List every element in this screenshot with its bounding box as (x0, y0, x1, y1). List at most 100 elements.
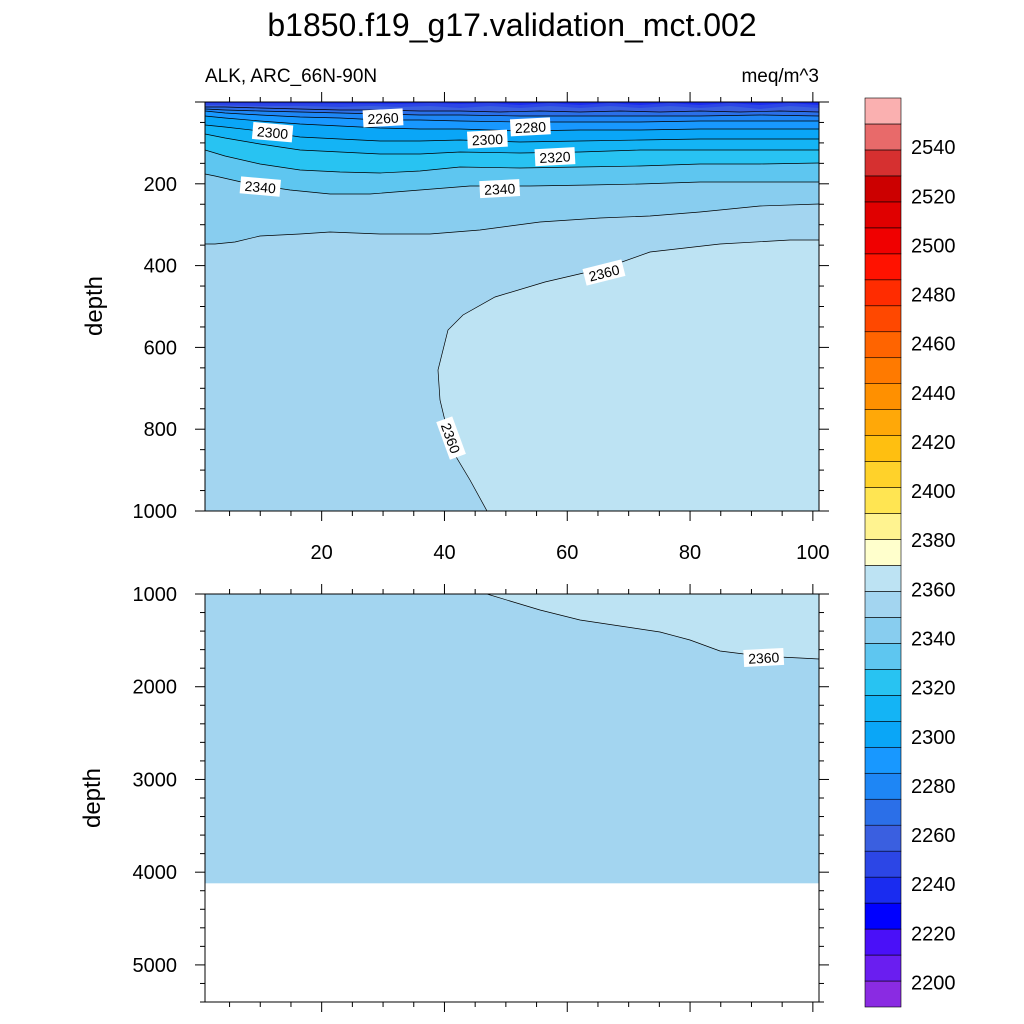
colorbar-swatch (864, 513, 902, 540)
contour-label: 2300 (251, 121, 294, 143)
contour-label: 2360 (743, 647, 785, 668)
colorbar: 2200 2220 2240 2260 2280 2300 2320 2340 2360 2380… (864, 97, 956, 1008)
colorbar-swatch (864, 435, 902, 462)
no-data-region (205, 883, 819, 1002)
colorbar-label: 2520 (911, 186, 956, 208)
colorbar-swatch (864, 928, 902, 956)
colorbar-swatch (864, 175, 902, 203)
y-tick-label: 1000 (133, 501, 178, 523)
colorbar-swatch (864, 772, 902, 800)
colorbar-swatch (864, 746, 902, 774)
x-tick-label: 40 (433, 542, 455, 564)
contour-label: 2280 (509, 117, 551, 137)
upper-axis-ticks: 200 400 600 800 1000 20 40 60 80 100 (133, 92, 830, 564)
colorbar-swatch (864, 461, 902, 488)
chart-title: b1850.f19_g17.validation_mct.002 (267, 7, 756, 43)
colorbar-swatch (864, 383, 902, 410)
contour-label-box (582, 259, 626, 286)
contour-label-box (239, 176, 281, 197)
contour-label-text: 2360 (748, 649, 780, 667)
colorbar-swatch (864, 617, 902, 644)
colorbar-label: 2440 (911, 383, 956, 405)
colorbar-label: 2260 (911, 825, 956, 847)
contour-label-box (509, 117, 551, 137)
colorbar-label: 2240 (911, 874, 956, 896)
colorbar-label: 2320 (911, 678, 956, 700)
colorbar-label: 2400 (911, 481, 956, 503)
x-tick-label: 80 (679, 542, 701, 564)
colorbar-swatch (864, 227, 902, 255)
fill-2240 (205, 102, 819, 105)
colorbar-swatch (864, 97, 902, 125)
colorbar-swatch (864, 331, 902, 359)
contour-label-text: 2300 (471, 131, 503, 149)
x-tick-label: 100 (796, 542, 829, 564)
colorbar-swatch (864, 149, 902, 177)
colorbar-swatch (864, 409, 902, 436)
contour-label-text: 2280 (514, 119, 546, 137)
colorbar-label: 2200 (911, 972, 956, 994)
colorbar-label: 2480 (911, 285, 956, 307)
colorbar-swatch (864, 487, 902, 514)
colorbar-swatch (864, 565, 902, 592)
colorbar-label: 2420 (911, 432, 956, 454)
colorbar-label: 2340 (911, 628, 956, 650)
contour-label-text: 2260 (367, 110, 399, 128)
colorbar-label: 2500 (911, 235, 956, 257)
contour-label-text: 2340 (244, 178, 277, 197)
colorbar-swatch (864, 279, 902, 307)
colorbar-label: 2460 (911, 334, 956, 356)
contour-label: 2260 (362, 108, 404, 128)
colorbar-swatch (864, 695, 902, 722)
colorbar-swatch (864, 824, 902, 852)
y-tick-label: 800 (144, 419, 177, 441)
colorbar-swatch (864, 954, 902, 982)
colorbar-swatch (864, 902, 902, 930)
contour-label-box (436, 416, 466, 460)
colorbar-label: 2380 (911, 530, 956, 552)
x-tick-label: 60 (556, 542, 578, 564)
lower-panel: 2360 1000 2000 3000 4000 5000 depth (79, 584, 829, 1012)
lower-contour-labels: 2360 (743, 647, 785, 668)
left-subtitle: ALK, ARC_66N-90N (205, 66, 377, 87)
contour-label: 2340 (239, 176, 281, 197)
colorbar-swatch (864, 721, 902, 748)
lower-y-axis-label: depth (79, 768, 106, 828)
colorbar-label: 2280 (911, 776, 956, 798)
units-subtitle: meq/m^3 (741, 66, 819, 87)
colorbar-label: 2220 (911, 923, 956, 945)
colorbar-swatch (864, 201, 902, 229)
fill-2360 (438, 240, 819, 511)
colorbar-swatch (864, 539, 902, 566)
contour-label: 2360 (582, 259, 626, 286)
colorbar-swatch (864, 980, 902, 1008)
fill-2360-lower (487, 594, 819, 659)
colorbar-swatch (864, 123, 902, 151)
lower-axis-ticks: 1000 2000 3000 4000 5000 (133, 584, 829, 1012)
contour-label-text: 2300 (256, 123, 289, 142)
x-tick-label: 20 (311, 542, 333, 564)
y-tick-label: 1000 (133, 584, 178, 606)
contour-label-text: 2360 (587, 261, 621, 284)
colorbar-swatch (864, 669, 902, 696)
colorbar-swatch (864, 643, 902, 670)
contour-label-box (534, 147, 576, 167)
colorbar-swatch (864, 357, 902, 384)
y-tick-label: 2000 (133, 677, 178, 699)
y-tick-label: 4000 (133, 862, 178, 884)
contour-label-box (743, 647, 785, 668)
contour-label-box (479, 179, 521, 199)
colorbar-swatch (864, 591, 902, 618)
contour-label-text: 2340 (484, 180, 516, 198)
colorbar-label: 2540 (911, 137, 956, 159)
y-tick-label: 5000 (133, 955, 178, 977)
colorbar-label: 2300 (911, 727, 956, 749)
colorbar-swatch (864, 798, 902, 826)
colorbar-swatch (864, 305, 902, 333)
contour-label: 2340 (479, 179, 521, 199)
contour-label-box (466, 129, 508, 149)
contour-label-box (251, 121, 294, 143)
